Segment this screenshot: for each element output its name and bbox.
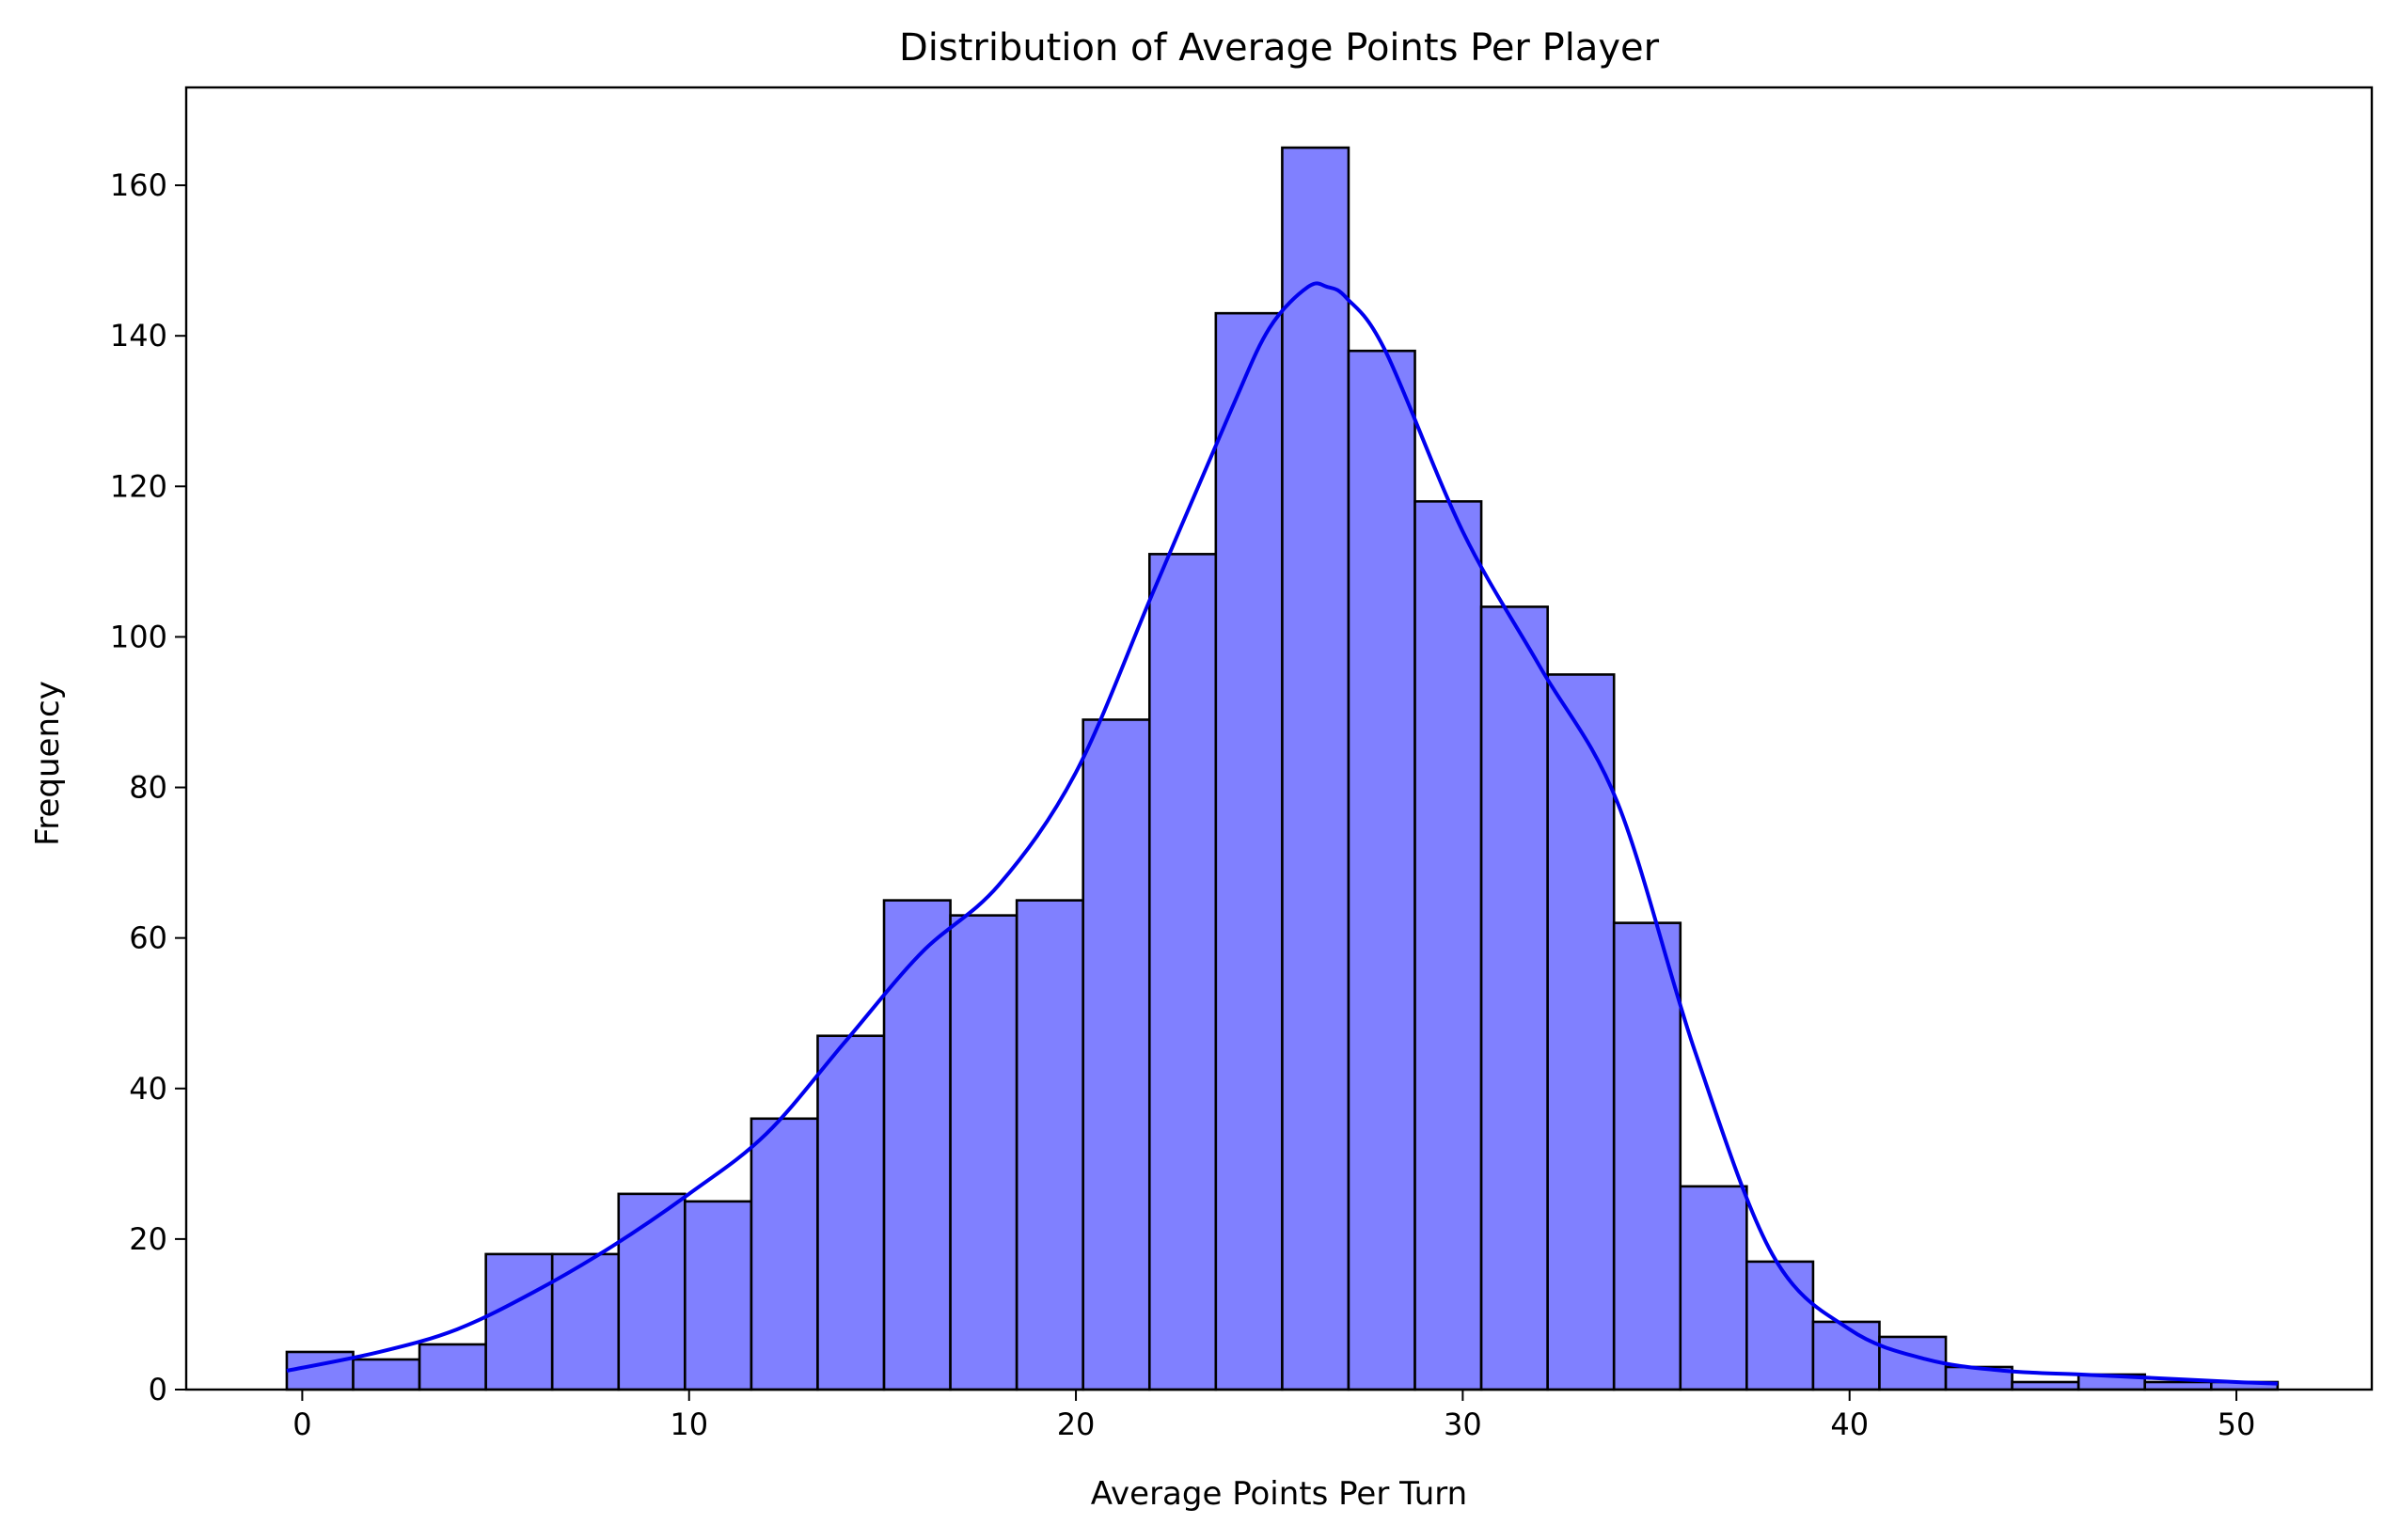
y-tick-label: 100 xyxy=(110,619,167,654)
y-tick-label: 80 xyxy=(129,770,167,806)
y-tick-label: 20 xyxy=(129,1221,167,1257)
histogram-bar xyxy=(1281,146,1350,1391)
histogram-bar xyxy=(750,1117,819,1391)
histogram-bar xyxy=(882,899,952,1391)
histogram-bar xyxy=(418,1343,487,1391)
histogram-bar xyxy=(1413,500,1483,1391)
x-tick-label: 40 xyxy=(1830,1406,1869,1442)
x-tick-label: 20 xyxy=(1057,1406,1096,1442)
histogram-bar xyxy=(1745,1260,1815,1391)
y-axis-ticks: 0 20 40 60 80 100 120 140 160 xyxy=(110,167,186,1407)
y-tick-label: 120 xyxy=(110,468,167,504)
histogram-bar xyxy=(1679,1185,1748,1391)
x-tick-label: 10 xyxy=(670,1406,708,1442)
histogram-bar xyxy=(949,914,1018,1391)
histogram-bar xyxy=(1082,718,1151,1391)
y-tick-label: 0 xyxy=(149,1372,167,1407)
y-axis-label: Frequency xyxy=(29,681,67,846)
x-tick-label: 0 xyxy=(292,1406,311,1442)
histogram-bar xyxy=(617,1192,687,1391)
y-tick-label: 40 xyxy=(129,1071,167,1107)
histogram-bar xyxy=(684,1200,753,1391)
histogram-bar xyxy=(1612,921,1682,1391)
histogram-bars xyxy=(285,146,2280,1391)
histogram-bar xyxy=(1147,553,1218,1391)
x-axis-label: Average Points Per Turn xyxy=(1091,1475,1467,1513)
histogram-bar xyxy=(285,1350,355,1391)
histogram-bar xyxy=(484,1252,554,1391)
histogram-bar xyxy=(1811,1320,1881,1391)
y-tick-label: 140 xyxy=(110,318,167,354)
histogram-bar xyxy=(2011,1380,2080,1391)
histogram-bar xyxy=(1479,605,1549,1391)
histogram-bar xyxy=(2143,1380,2213,1391)
histogram-bar xyxy=(1546,673,1616,1391)
y-tick-label: 60 xyxy=(129,920,167,956)
histogram-bar xyxy=(1015,899,1085,1391)
x-axis-ticks: 0 10 20 30 40 50 xyxy=(292,1390,2255,1442)
x-tick-label: 30 xyxy=(1444,1406,1482,1442)
histogram-bar xyxy=(352,1358,421,1391)
kde-curve xyxy=(286,281,2278,1386)
y-tick-label: 160 xyxy=(110,167,167,203)
histogram-bar xyxy=(1214,311,1284,1391)
plot-frame xyxy=(184,86,2374,1391)
histogram-bar xyxy=(816,1034,886,1391)
histogram-bar xyxy=(1347,349,1416,1391)
chart-title: Distribution of Average Points Per Playe… xyxy=(899,26,1660,70)
x-tick-label: 50 xyxy=(2218,1406,2256,1442)
